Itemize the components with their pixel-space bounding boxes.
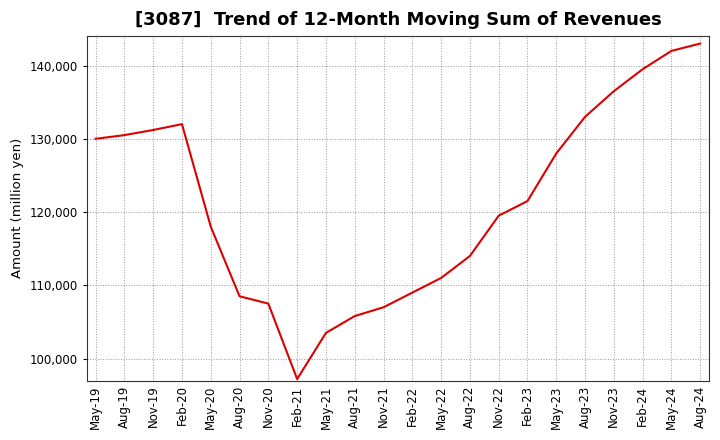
Y-axis label: Amount (million yen): Amount (million yen): [11, 138, 24, 279]
Title: [3087]  Trend of 12-Month Moving Sum of Revenues: [3087] Trend of 12-Month Moving Sum of R…: [135, 11, 661, 29]
